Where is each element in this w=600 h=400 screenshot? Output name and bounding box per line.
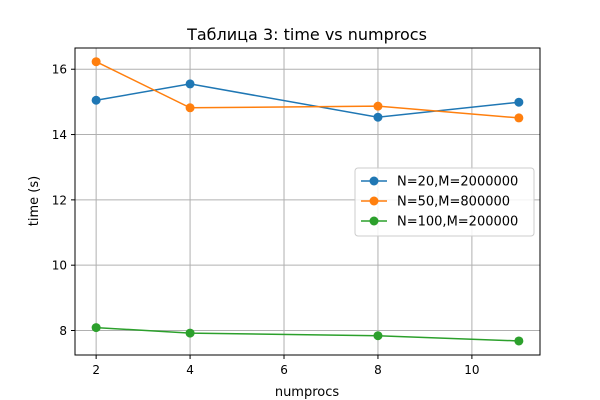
x-tick-label: 2 <box>92 363 100 377</box>
series-2 <box>91 57 524 123</box>
legend-item: N=20,M=2000000 <box>361 175 518 190</box>
series-1 <box>91 79 524 122</box>
data-point <box>373 112 383 122</box>
y-tick-label: 8 <box>59 324 67 338</box>
axis-ticks: 2 4 6 8 10 8 10 12 14 16 <box>52 63 480 377</box>
legend-swatch-marker <box>369 216 379 226</box>
series-line <box>96 83 519 118</box>
y-tick-label: 14 <box>52 128 67 142</box>
x-tick-label: 8 <box>374 363 382 377</box>
y-tick-label: 10 <box>52 259 67 273</box>
data-point <box>91 323 101 333</box>
legend-item: N=100,M=200000 <box>361 215 518 230</box>
x-tick-label: 10 <box>464 363 479 377</box>
legend-label: N=100,M=200000 <box>397 215 518 230</box>
y-axis-label: time (s) <box>27 176 42 226</box>
y-tick-label: 12 <box>52 193 67 207</box>
legend-label: N=20,M=2000000 <box>397 175 518 190</box>
series-group <box>91 57 524 346</box>
data-point <box>514 97 524 107</box>
legend-swatch-marker <box>369 196 379 206</box>
legend-box <box>354 167 535 237</box>
y-tick-label: 16 <box>52 63 67 77</box>
data-point <box>514 336 524 346</box>
data-point <box>91 95 101 105</box>
x-tick-label: 4 <box>186 363 194 377</box>
data-point <box>373 331 383 341</box>
legend: N=20,M=2000000 N=50,M=800000 N=100,M=20000… <box>354 167 535 237</box>
data-point <box>514 113 524 123</box>
series-line <box>95 61 519 119</box>
series-line <box>96 326 519 342</box>
data-point <box>91 57 101 67</box>
plot-frame <box>74 47 541 356</box>
legend-item: N=50,M=800000 <box>361 195 510 210</box>
data-point <box>185 79 195 89</box>
x-tick-label: 6 <box>280 363 288 377</box>
x-axis-label: numprocs <box>275 385 340 400</box>
series-3 <box>91 323 524 346</box>
data-point <box>185 328 195 338</box>
data-point <box>373 101 383 111</box>
legend-swatch-marker <box>369 176 379 186</box>
legend-label: N=50,M=800000 <box>397 195 510 210</box>
chart-title: Таблица 3: time vs numprocs <box>186 25 427 44</box>
data-point <box>185 103 195 113</box>
